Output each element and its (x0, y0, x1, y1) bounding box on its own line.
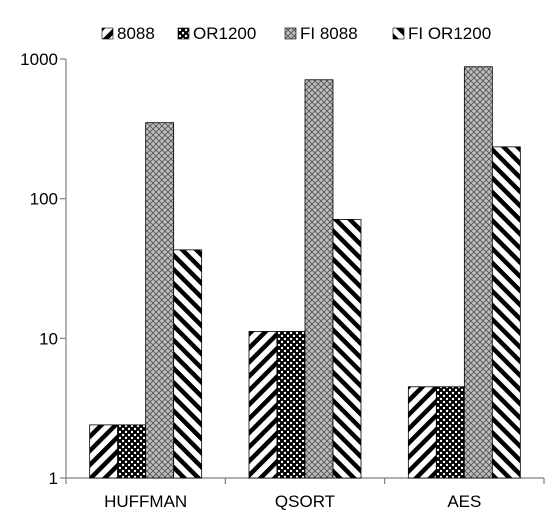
category-label: QSORT (275, 492, 335, 511)
category-label: HUFFMAN (104, 492, 187, 511)
y-tick-label: 1 (49, 469, 58, 488)
legend-swatch (177, 27, 190, 40)
bar-qsort-fi-8088 (304, 79, 334, 479)
legend-swatch (101, 27, 114, 40)
category-labels: HUFFMAN QSORT AES (104, 492, 481, 511)
bar-qsort-fi-or1200 (332, 219, 362, 479)
y-tick-label: 100 (30, 190, 58, 209)
y-tick-label: 10 (39, 329, 58, 348)
bar-aes-or1200 (435, 386, 465, 479)
legend-label: OR1200 (193, 24, 256, 43)
y-tick-label: 1000 (20, 50, 58, 69)
legend: 8088 OR1200 FI 8088 FI OR1200 (101, 24, 491, 43)
legend-swatch (284, 27, 297, 40)
bar-aes-8088 (407, 386, 437, 479)
bar-qsort-or1200 (276, 331, 306, 479)
bar-huffman-or1200 (117, 424, 147, 479)
bar-huffman-8088 (89, 424, 119, 479)
legend-swatch (392, 27, 405, 40)
bar-qsort-8088 (248, 331, 278, 479)
bar-huffman-fi-or1200 (173, 249, 203, 479)
bar-aes-fi-or1200 (491, 146, 521, 479)
bars (89, 66, 521, 479)
legend-label: 8088 (117, 24, 155, 43)
category-label: AES (447, 492, 481, 511)
legend-label: FI 8088 (300, 24, 358, 43)
legend-label: FI OR1200 (408, 24, 491, 43)
bar-huffman-fi-8088 (145, 122, 175, 479)
bar-aes-fi-8088 (463, 66, 493, 479)
